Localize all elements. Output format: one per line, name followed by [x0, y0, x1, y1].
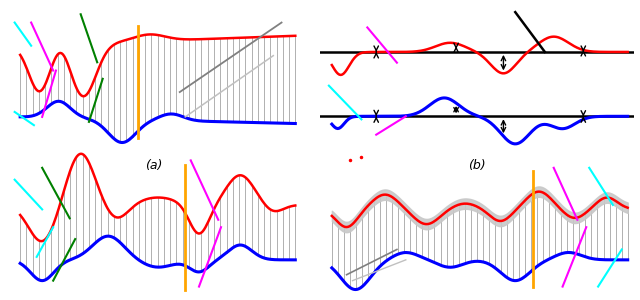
Text: (a): (a) — [145, 159, 163, 172]
Text: (b): (b) — [468, 159, 486, 172]
